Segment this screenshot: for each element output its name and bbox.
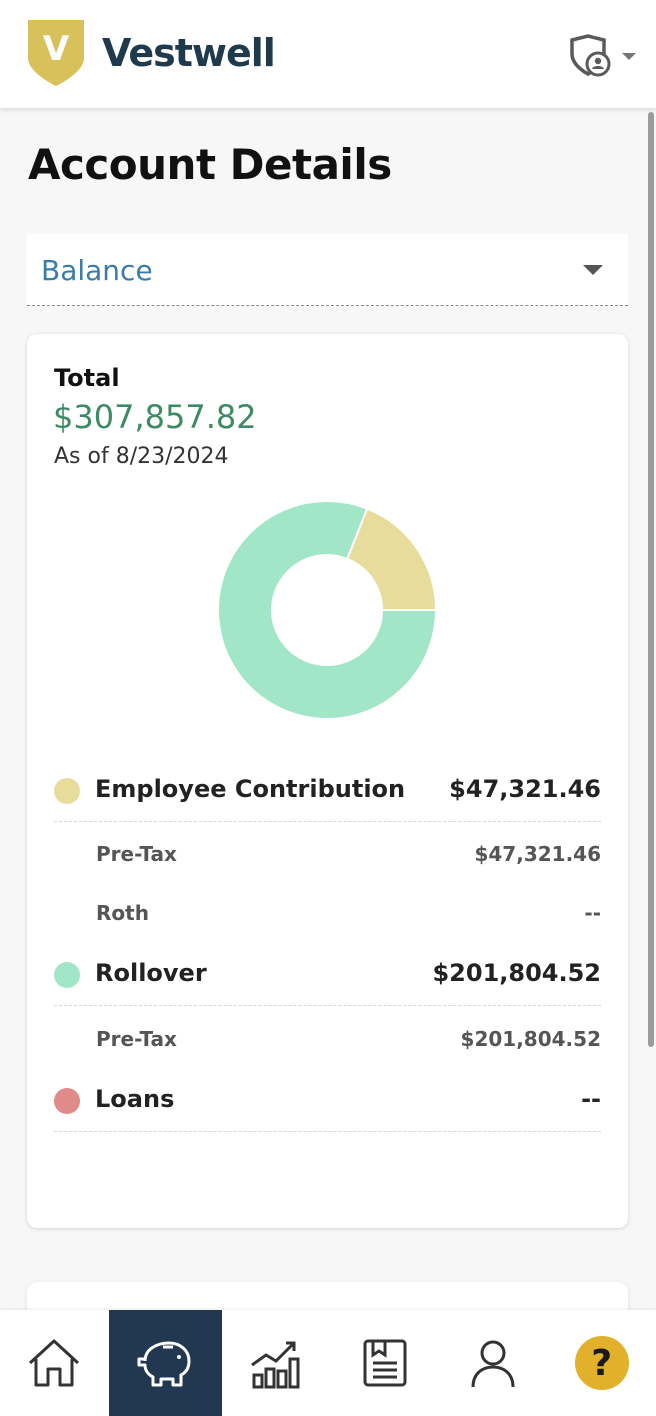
chevron-down-icon [622,52,636,60]
caret-down-icon [583,265,603,275]
vestwell-logo[interactable]: V Vestwell [26,18,276,88]
brand-name: Vestwell [102,31,276,75]
legend-value: $201,804.52 [432,959,601,987]
growth-chart-icon [251,1341,300,1389]
scrollbar[interactable] [648,112,654,1047]
legend-dot [54,962,80,988]
nav-profile[interactable] [439,1310,548,1416]
legend-value: -- [581,1085,601,1113]
sub-name: Pre-Tax [96,842,177,866]
sub-row: Roth -- [54,893,601,933]
sub-row: Pre-Tax $201,804.52 [54,1019,601,1059]
nav-home[interactable] [0,1310,109,1416]
legend-name: Loans [95,1085,175,1113]
sub-value: $47,321.46 [474,842,601,866]
sub-row: Pre-Tax $47,321.46 [54,834,601,874]
sub-name: Pre-Tax [96,1027,177,1051]
nav-help[interactable]: ? [547,1310,656,1416]
legend-dot [54,778,80,804]
shield-user-icon [570,34,611,77]
total-label: Total [54,364,120,392]
bottom-nav: ? [0,1310,656,1416]
legend-value: $47,321.46 [449,775,601,803]
page-title: Account Details [28,140,392,189]
sub-value: $201,804.52 [460,1027,601,1051]
legend-name: Rollover [95,959,207,987]
piggy-bank-icon [137,1341,191,1387]
view-select[interactable]: Balance [27,234,628,306]
legend-row-employee-contribution[interactable]: Employee Contribution $47,321.46 [54,762,601,822]
view-select-value: Balance [41,254,153,287]
shield-logo-icon: V [28,20,84,86]
legend-dot [54,1088,80,1114]
balance-donut-chart [217,500,437,720]
as-of-date: As of 8/23/2024 [54,444,229,469]
help-icon: ? [574,1336,629,1390]
balance-card: Total $307,857.82 As of 8/23/2024 Employ… [27,334,628,1228]
sub-value: -- [584,901,601,925]
nav-performance[interactable] [222,1310,331,1416]
nav-accounts[interactable] [108,1310,222,1416]
donut-slice-rollover[interactable] [217,500,437,720]
home-icon [29,1339,80,1387]
legend-row-loans[interactable]: Loans -- [54,1072,601,1132]
profile-menu-button[interactable] [568,34,636,78]
total-amount: $307,857.82 [53,398,257,436]
sub-name: Roth [96,901,149,925]
nav-documents[interactable] [330,1310,439,1416]
legend-name: Employee Contribution [95,775,406,803]
user-icon [471,1340,515,1388]
app-header: V Vestwell [0,0,656,108]
document-icon [363,1339,407,1387]
legend-row-rollover[interactable]: Rollover $201,804.52 [54,946,601,1006]
svg-text:V: V [43,29,70,69]
